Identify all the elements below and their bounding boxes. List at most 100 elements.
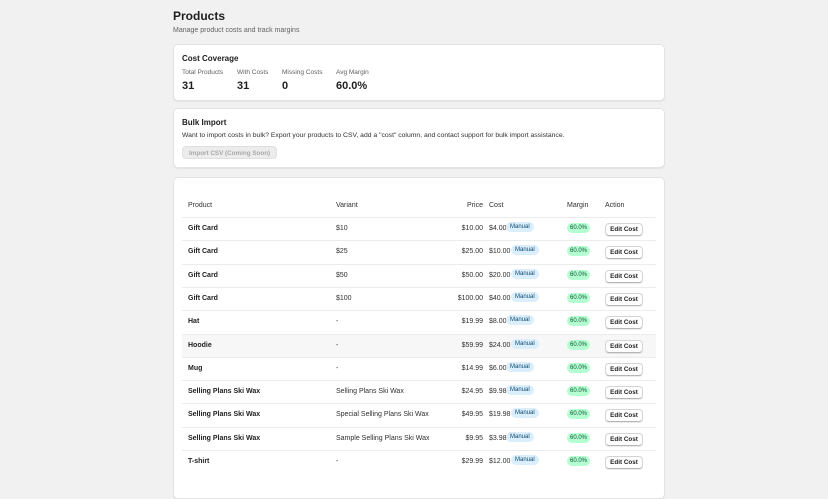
cost-source-badge: Manual [511,291,539,302]
edit-cost-button[interactable]: Edit Cost [605,339,643,353]
edit-cost-button[interactable]: Edit Cost [605,246,643,260]
cost-source-badge: Manual [511,245,539,256]
product-name: Mug [188,364,203,372]
cost-source-badge: Manual [506,385,534,396]
variant-name: - [336,364,339,372]
edit-cost-button[interactable]: Edit Cost [605,292,643,306]
price: $100.00 [457,294,483,302]
cost-source-badge: Manual [511,455,539,465]
price: $50.00 [461,271,483,279]
price: $25.00 [461,248,483,256]
cost-source-badge: Manual [511,408,539,419]
stat-total-products: Total Products 31 [182,69,223,92]
table-row: Hat - $19.99 $8.00 Manual 60.0% Edit Cost [182,310,656,334]
price: $24.95 [461,388,483,396]
variant-name: - [336,341,339,349]
cost: $9.98 [489,388,507,396]
cost-source-badge: Manual [506,361,534,372]
stat-with-costs: With Costs 31 [237,69,268,92]
import-csv-button[interactable]: Import CSV (Coming Soon) [182,146,278,159]
bulk-import-title: Bulk Import [182,118,227,127]
edit-cost-button[interactable]: Edit Cost [605,269,643,283]
variant-name: Selling Plans Ski Wax [336,388,404,396]
product-name: Gift Card [188,225,218,232]
margin-badge: 60.0% [567,432,591,443]
margin-badge: 60.0% [567,386,591,397]
variant-name: $10 [336,225,348,232]
variant-name: - [336,458,339,465]
stat-label: Missing Costs [282,69,323,76]
product-name: Gift Card [188,294,218,302]
table-row: Mug - $14.99 $6.00 Manual 60.0% Edit Cost [182,356,656,381]
stat-value: 60.0% [336,80,368,92]
stat-value: 0 [282,80,289,92]
cost-source-badge: Manual [506,315,534,326]
header-action: Action [605,202,625,209]
cost: $4.00 [489,225,507,232]
table-row: Hoodie - $59.99 $24.00 Manual 60.0% Edit Cost [182,333,656,358]
products-table-card: Product Variant Price Cost Margin Action… [173,177,665,499]
margin-badge: 60.0% [567,246,591,257]
product-name: Selling Plans Ski Wax [188,434,261,442]
product-name: Selling Plans Ski Wax [188,388,261,396]
cost-source-badge: Manual [506,431,534,442]
stat-label: Total Products [182,69,224,76]
variant-name: $25 [336,248,348,256]
cost-coverage-card: Cost Coverage Total Products 31 With Cos… [173,44,665,101]
table-row: Gift Card $100 $100.00 $40.00 Manual 60.0% Edi… [182,286,656,311]
cost: $20.00 [489,271,511,279]
stat-label: With Costs [237,69,269,76]
edit-cost-button[interactable]: Edit Cost [605,432,643,446]
price: $9.95 [465,434,483,442]
edit-cost-button[interactable]: Edit Cost [605,316,643,330]
product-name: Gift Card [188,271,218,279]
price: $59.99 [461,341,483,349]
stat-avg-margin: Avg Margin 60.0% [336,69,369,92]
margin-badge: 60.0% [567,339,591,350]
edit-cost-button[interactable]: Edit Cost [605,386,643,400]
cost: $10.00 [489,248,511,256]
margin-badge: 60.0% [567,456,591,466]
margin-badge: 60.0% [567,362,591,373]
table-row: Selling Plans Ski Wax Selling Plans Ski W… [182,380,656,404]
header-margin: Margin [567,202,589,209]
header-cost: Cost [489,202,504,209]
stat-value: 31 [182,80,195,92]
variant-name: - [336,318,339,326]
price: $10.00 [461,225,483,232]
table-row: T-shirt - $29.99 $12.00 Manual 60.0% Edit Cost [182,450,656,474]
cost-coverage-title: Cost Coverage [182,54,239,63]
edit-cost-button[interactable]: Edit Cost [605,409,643,423]
margin-badge: 60.0% [567,316,591,327]
price: $49.95 [461,411,483,419]
variant-name: $100 [336,294,352,302]
margin-badge: 60.0% [567,223,591,233]
product-name: T-shirt [188,458,210,465]
header-price: Price [467,202,483,209]
product-name: Selling Plans Ski Wax [188,411,261,419]
variant-name: Sample Selling Plans Ski Wax [336,434,430,442]
bulk-import-description: Want to import costs in bulk? Export you… [182,132,565,139]
cost-source-badge: Manual [506,222,534,232]
stat-missing-costs: Missing Costs 0 [282,69,322,92]
cost: $12.00 [489,458,511,465]
edit-cost-button[interactable]: Edit Cost [605,362,643,376]
table-row: Selling Plans Ski Wax Sample Selling Plan… [182,426,656,451]
cost: $3.98 [489,434,507,442]
table-row: Gift Card $10 $10.00 $4.00 Manual 60.0% Edit C… [182,217,656,241]
header-product: Product [188,202,213,209]
product-name: Gift Card [188,248,218,256]
price: $19.99 [461,318,483,326]
stat-label: Avg Margin [336,69,369,76]
edit-cost-button[interactable]: Edit Cost [605,456,643,469]
margin-badge: 60.0% [567,409,591,420]
edit-cost-button[interactable]: Edit Cost [605,223,643,236]
cost: $40.00 [489,294,511,302]
price: $29.99 [461,458,483,465]
cost: $24.00 [489,341,511,349]
products-page: Products Manage product costs and track … [173,9,665,499]
page-title: Products [173,9,226,23]
table-row: Gift Card $50 $50.00 $20.00 Manual 60.0% Edit … [182,263,656,288]
stat-value: 31 [237,80,250,92]
cost-source-badge: Manual [511,338,539,349]
